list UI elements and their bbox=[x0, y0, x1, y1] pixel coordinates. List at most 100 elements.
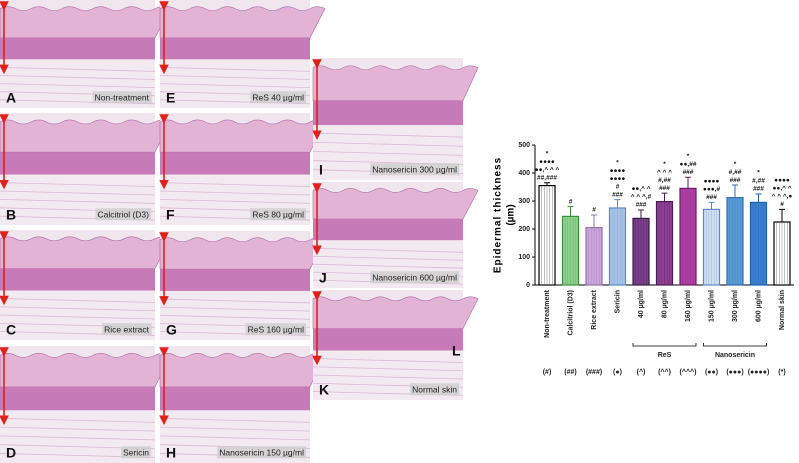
epidermis bbox=[160, 152, 310, 175]
epidermis bbox=[160, 386, 310, 411]
fiber bbox=[312, 255, 464, 261]
stratum-corneum bbox=[159, 119, 326, 153]
significance-label: ●●●● bbox=[610, 175, 626, 182]
fiber bbox=[159, 182, 311, 187]
epidermis bbox=[160, 269, 310, 291]
fiber bbox=[159, 298, 311, 304]
fiber bbox=[159, 199, 311, 204]
significance-label: #,## bbox=[658, 177, 671, 184]
fiber bbox=[159, 67, 311, 72]
y-axis-unit: (µm) bbox=[506, 204, 517, 225]
group-label: ReS bbox=[658, 352, 672, 359]
fiber bbox=[159, 435, 311, 441]
symbol-label: (●●●) bbox=[726, 369, 743, 376]
caption-box bbox=[370, 271, 460, 284]
stratum-corneum bbox=[312, 188, 479, 220]
fiber bbox=[312, 132, 464, 138]
significance-label: ●●●● bbox=[539, 159, 555, 166]
panel-caption: Nanosericin 600 µg/ml bbox=[372, 272, 457, 282]
stratum-corneum bbox=[159, 353, 326, 388]
symbol-label: (##) bbox=[564, 369, 576, 376]
significance-label: ●●●● bbox=[704, 178, 720, 185]
significance-label: * bbox=[663, 161, 666, 168]
symbol-label: (^^^) bbox=[680, 368, 697, 376]
panel-caption: Nanosericin 150 µg/ml bbox=[219, 447, 304, 457]
stratum-corneum bbox=[159, 6, 326, 39]
fiber bbox=[0, 298, 156, 303]
fiber bbox=[159, 417, 311, 423]
panel-letter: C bbox=[6, 322, 16, 338]
significance-label: # bbox=[569, 198, 573, 205]
significance-label: ### bbox=[730, 177, 741, 184]
symbol-label: (^) bbox=[637, 368, 646, 376]
significance-label: ### bbox=[753, 186, 764, 193]
fiber bbox=[312, 141, 464, 147]
fiber bbox=[159, 314, 311, 320]
histology-panel: E ReS 40 µg/ml bbox=[159, 0, 326, 108]
panel-caption: Nanosericin 300 µg/ml bbox=[372, 164, 457, 174]
symbol-label: (●●) bbox=[705, 369, 718, 376]
histology-panel: F ReS 80 µg/ml bbox=[159, 113, 326, 225]
significance-label: ^ ^ ^ bbox=[657, 168, 672, 176]
significance-label: * bbox=[734, 161, 737, 168]
histology-panel: D Sericin bbox=[0, 346, 171, 463]
error-bar bbox=[614, 199, 621, 208]
caption-box bbox=[250, 91, 307, 104]
fiber bbox=[0, 314, 156, 320]
fiber bbox=[0, 182, 156, 187]
fiber bbox=[312, 374, 464, 380]
fiber bbox=[159, 190, 311, 196]
significance-label: #,## bbox=[752, 178, 765, 185]
significance-label: * bbox=[757, 170, 760, 177]
significance-label: ●●●● bbox=[610, 167, 626, 174]
error-bar bbox=[638, 209, 644, 219]
stratum-corneum bbox=[159, 237, 326, 270]
y-tick-label: 100 bbox=[518, 254, 530, 261]
panel-letter: K bbox=[319, 382, 329, 398]
panel-caption: ReS 80 µg/ml bbox=[252, 209, 304, 219]
fiber bbox=[0, 426, 156, 432]
symbol-label: (^^) bbox=[658, 368, 671, 376]
histology-panel: I Nanosericin 300 µg/ml bbox=[312, 58, 479, 180]
panel-caption: Normal skin bbox=[412, 384, 457, 394]
fiber bbox=[0, 67, 156, 72]
group-bracket bbox=[703, 343, 767, 347]
x-tick-label: Calcitriol (D3) bbox=[567, 290, 574, 336]
fiber bbox=[0, 417, 156, 423]
stratum-corneum bbox=[0, 119, 171, 153]
x-tick-label: 160 µg/ml bbox=[685, 290, 692, 322]
error-bar bbox=[591, 214, 597, 228]
error-bar bbox=[779, 208, 785, 222]
panel-caption: Calcitriol (D3) bbox=[98, 209, 150, 219]
symbol-label: (###) bbox=[586, 369, 602, 376]
histology-panel: C Rice extract bbox=[0, 230, 171, 340]
fiber bbox=[159, 83, 311, 88]
significance-label: ##,### bbox=[537, 175, 557, 182]
panel-caption: Non-treatment bbox=[95, 92, 150, 102]
panel-letter: A bbox=[6, 90, 16, 106]
caption-box bbox=[95, 208, 152, 221]
significance-label: ### bbox=[612, 191, 623, 198]
panel-letter: L bbox=[452, 343, 461, 359]
significance-label: * bbox=[687, 153, 690, 160]
fiber bbox=[312, 247, 464, 253]
epidermis bbox=[160, 37, 310, 60]
x-tick-label: 600 µg/ml bbox=[755, 290, 762, 322]
significance-label: ### bbox=[636, 202, 647, 209]
significance-label: ### bbox=[683, 169, 694, 176]
x-tick-label: Sericin bbox=[614, 290, 621, 313]
symbol-label: (*) bbox=[778, 369, 785, 376]
fiber bbox=[0, 306, 156, 312]
x-tick-label: Non-treatment bbox=[544, 289, 551, 338]
fiber bbox=[312, 366, 464, 372]
histology-panel: B Calcitriol (D3) bbox=[0, 113, 171, 225]
error-bar bbox=[544, 182, 550, 186]
fiber bbox=[0, 75, 156, 80]
caption-box bbox=[370, 163, 460, 176]
histology-panel: G ReS 160 µg/ml bbox=[159, 231, 326, 340]
significance-label: ^ ^ ^,● bbox=[772, 192, 793, 200]
x-tick-label: 40 µg/ml bbox=[638, 290, 645, 318]
panel-letter: G bbox=[166, 322, 177, 338]
panel-letter: F bbox=[166, 207, 175, 223]
